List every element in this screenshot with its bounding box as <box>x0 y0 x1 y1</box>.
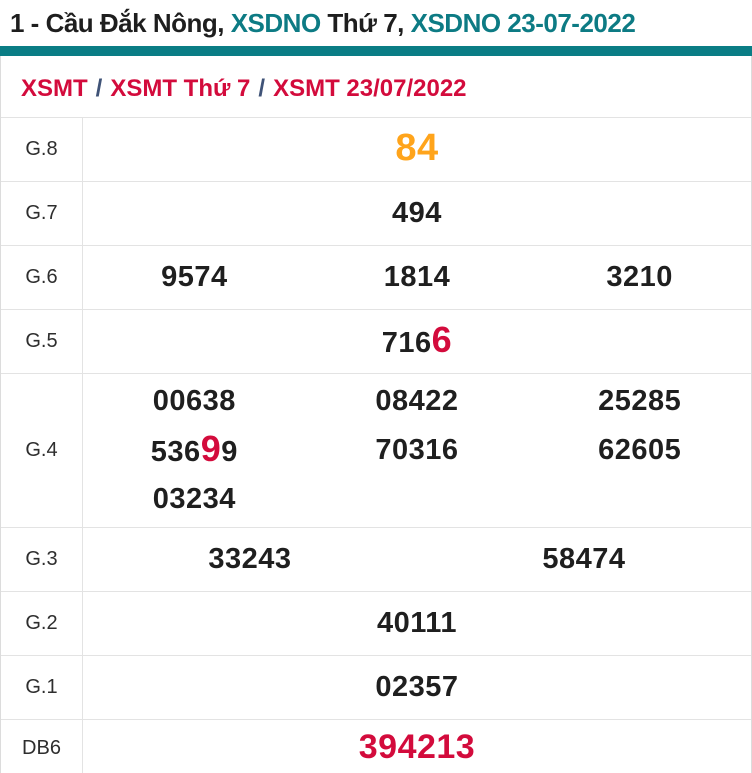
prize-number: 33243 <box>208 536 291 583</box>
table-row-db6: DB6 394213 <box>1 720 751 773</box>
prize-values-g3: 33243 58474 <box>83 528 751 591</box>
prize-number: 70316 <box>375 427 458 474</box>
prize-number: 40111 <box>377 600 457 647</box>
digit-segment: 9574 <box>161 261 228 293</box>
prize-number: 08422 <box>375 378 458 425</box>
prize-number: 00638 <box>153 378 236 425</box>
prize-label-g3: G.3 <box>1 528 83 591</box>
results-table: G.8 84 G.7 494 G.6 9574 1814 3210 G.5 7166 G.4 0063… <box>1 117 751 773</box>
prize-values-g4: 00638 08422 25285 53699 70316 62605 03234 <box>83 374 751 527</box>
digit-segment: 70316 <box>375 434 459 466</box>
page-title: 1 - Cầu Đắk Nông, XSDNO Thứ 7, XSDNO 23-… <box>0 0 752 46</box>
highlighted-digit: 394213 <box>358 728 476 766</box>
prize-label-g5: G.5 <box>1 310 83 373</box>
digit-segment: 08422 <box>375 385 459 417</box>
digit-segment: 1814 <box>383 261 451 293</box>
table-row-g4: G.4 00638 08422 25285 53699 70316 62605 03234 <box>1 374 751 528</box>
prize-values-g5: 7166 <box>83 310 751 373</box>
prize-label-g6: G.6 <box>1 246 83 309</box>
prize-number: 494 <box>392 190 442 237</box>
prize-label-g1: G.1 <box>1 656 83 719</box>
table-row-g3: G.3 33243 58474 <box>1 528 751 592</box>
prize-number: 58474 <box>542 536 625 583</box>
breadcrumb-separator: / <box>258 75 266 102</box>
breadcrumb-link-xsmt-date[interactable]: XSMT 23/07/2022 <box>273 75 467 102</box>
table-row-g5: G.5 7166 <box>1 310 751 374</box>
digit-segment: 25285 <box>598 385 682 417</box>
table-row-g2: G.2 40111 <box>1 592 751 656</box>
prize-number: 3210 <box>606 254 673 301</box>
table-row-g6: G.6 9574 1814 3210 <box>1 246 751 310</box>
prize-number: 53699 <box>151 425 238 476</box>
prize-number: 9574 <box>161 254 228 301</box>
highlighted-digit: 6 <box>431 319 453 360</box>
table-row-g7: G.7 494 <box>1 182 751 246</box>
prize-number: 25285 <box>598 378 681 425</box>
page-title-part: XSDNO <box>230 8 328 38</box>
results-container: XSMT / XSMT Thứ 7 / XSMT 23/07/2022 G.8 84 G.7… <box>0 56 752 773</box>
highlighted-digit: 84 <box>395 126 439 169</box>
breadcrumb: XSMT / XSMT Thứ 7 / XSMT 23/07/2022 <box>1 56 751 117</box>
digit-segment: 536 <box>150 436 201 468</box>
prize-values-g7: 494 <box>83 182 751 245</box>
teal-divider-bar <box>0 46 752 56</box>
digit-segment: 3210 <box>606 261 673 293</box>
page-title-part: XSDNO 23-07-2022 <box>410 8 636 38</box>
digit-segment: 9 <box>221 436 238 468</box>
table-row-g8: G.8 84 <box>1 118 751 182</box>
digit-segment: 33243 <box>208 543 292 575</box>
page-title-part: Thứ 7, <box>327 8 411 38</box>
prize-values-g6: 9574 1814 3210 <box>83 246 751 309</box>
prize-number: 84 <box>395 125 438 175</box>
prize-label-g7: G.7 <box>1 182 83 245</box>
digit-segment: 00638 <box>152 385 236 417</box>
digit-segment: 62605 <box>598 434 682 466</box>
table-row-g1: G.1 02357 <box>1 656 751 720</box>
prize-values-db6: 394213 <box>83 720 751 773</box>
breadcrumb-link-xsmt[interactable]: XSMT <box>21 75 88 102</box>
prize-label-g4: G.4 <box>1 374 83 527</box>
digit-segment: 58474 <box>542 543 626 575</box>
prize-number: 62605 <box>598 427 681 474</box>
breadcrumb-link-xsmt-thu7[interactable]: XSMT Thứ 7 <box>110 75 251 102</box>
prize-number: 394213 <box>359 724 475 773</box>
digit-segment: 40111 <box>377 607 457 639</box>
prize-values-g1: 02357 <box>83 656 751 719</box>
prize-number: 1814 <box>384 254 451 301</box>
prize-label-g2: G.2 <box>1 592 83 655</box>
prize-number: 02357 <box>375 664 458 711</box>
prize-values-g2: 40111 <box>83 592 751 655</box>
breadcrumb-separator: / <box>95 75 103 102</box>
page-title-part: 1 - Cầu Đắk Nông, <box>10 8 231 38</box>
prize-number: 7166 <box>382 316 452 367</box>
highlighted-digit: 9 <box>200 428 222 469</box>
prize-number: 03234 <box>153 476 236 523</box>
digit-segment: 03234 <box>152 483 236 515</box>
digit-segment: 02357 <box>375 671 459 703</box>
prize-label-g8: G.8 <box>1 118 83 181</box>
digit-segment: 494 <box>392 197 442 229</box>
prize-values-g8: 84 <box>83 118 751 181</box>
digit-segment: 716 <box>381 327 432 359</box>
prize-label-db6: DB6 <box>1 720 83 773</box>
